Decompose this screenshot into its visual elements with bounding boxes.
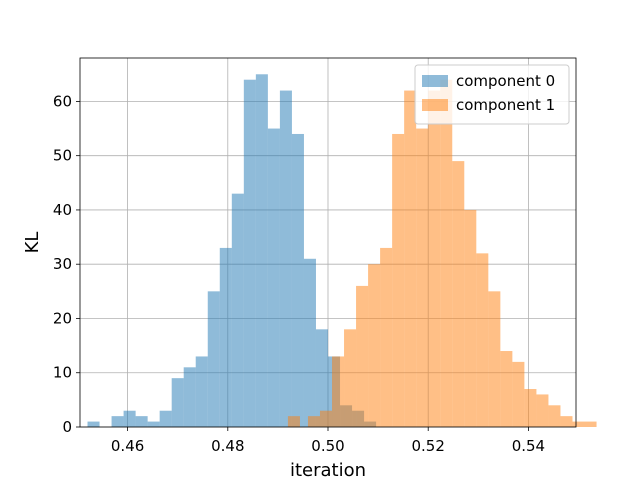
bar-s0-9	[195, 356, 208, 427]
x-tick-label-3: 0.52	[411, 437, 444, 455]
y-tick-label-6: 60	[53, 92, 72, 110]
series-1	[287, 79, 597, 428]
legend: component 0 component 1	[414, 64, 570, 125]
legend-box	[414, 64, 570, 125]
y-tick-label-3: 30	[53, 255, 72, 273]
y-axis-label: KL	[22, 232, 43, 254]
bar-s1-22	[572, 421, 585, 427]
bar-s0-12	[231, 193, 244, 427]
bar-s0-18	[303, 258, 316, 427]
bar-s1-0	[307, 416, 320, 427]
bar-s1-2	[332, 356, 345, 427]
x-axis-label: iteration	[290, 460, 366, 480]
bar-s1-12	[452, 161, 465, 427]
bar-s0-4	[135, 416, 148, 427]
bar-s0-5	[147, 421, 160, 427]
bar-s1-8	[404, 90, 417, 427]
bar-s0-11	[219, 247, 232, 427]
bar-s1-14	[476, 253, 489, 427]
bar-s0-13	[243, 79, 256, 428]
bar-s1-13	[464, 209, 477, 427]
bar-s0-14	[255, 74, 268, 427]
bar-s1-6	[380, 247, 393, 427]
y-tick-label-4: 40	[53, 201, 72, 219]
bar-s0-10	[207, 291, 220, 427]
bar-s1-10	[428, 90, 441, 427]
bar-s1-16	[500, 351, 513, 427]
bar-s0-16	[279, 90, 292, 427]
legend-label-1: component 1	[456, 96, 555, 114]
bar-s1-1	[319, 410, 333, 427]
bar-s0-0	[87, 421, 100, 427]
x-tick-label-0: 0.46	[111, 437, 144, 455]
bar-s1-21	[560, 416, 573, 427]
bar-s0-17	[291, 133, 304, 427]
bar-s0-7	[171, 378, 184, 427]
bar-s1-18	[524, 389, 537, 427]
legend-swatch-0	[422, 75, 448, 87]
bar-s0-19	[315, 329, 328, 427]
y-tick-label-0: 0	[62, 418, 72, 436]
y-tick-label-2: 20	[53, 309, 72, 327]
bar-s1-23	[584, 421, 597, 427]
legend-label-0: component 0	[456, 72, 555, 90]
y-tick-label-1: 10	[53, 364, 72, 382]
series-0	[87, 74, 377, 428]
y-tick-label-5: 50	[53, 147, 72, 165]
bar-s1-20	[548, 405, 561, 427]
bar-s1-5	[368, 264, 381, 427]
bar-s0-3	[123, 410, 136, 427]
bar-s1-3	[344, 329, 357, 427]
bar-s1-17	[512, 361, 525, 427]
bars	[87, 74, 597, 428]
bar-s1-11	[440, 79, 453, 428]
x-axis-ticks: 0.46 0.48 0.50 0.52 0.54	[111, 427, 545, 455]
x-tick-label-4: 0.54	[512, 437, 545, 455]
bar-s1-lead0	[287, 416, 300, 427]
bar-s0-8	[183, 367, 196, 427]
x-tick-label-1: 0.48	[211, 437, 244, 455]
bar-s1-7	[392, 133, 405, 427]
y-axis-ticks: 0 10 20 30 40 50 60	[53, 92, 80, 436]
x-tick-label-2: 0.50	[311, 437, 344, 455]
bar-s1-4	[356, 285, 369, 427]
bar-s1-9	[416, 128, 429, 427]
bar-s0-2	[111, 416, 124, 427]
bar-s0-15	[267, 128, 280, 427]
bar-s1-19	[536, 394, 549, 427]
legend-swatch-1	[422, 99, 448, 111]
bar-s1-15	[488, 291, 501, 427]
bar-s0-6	[159, 410, 172, 427]
